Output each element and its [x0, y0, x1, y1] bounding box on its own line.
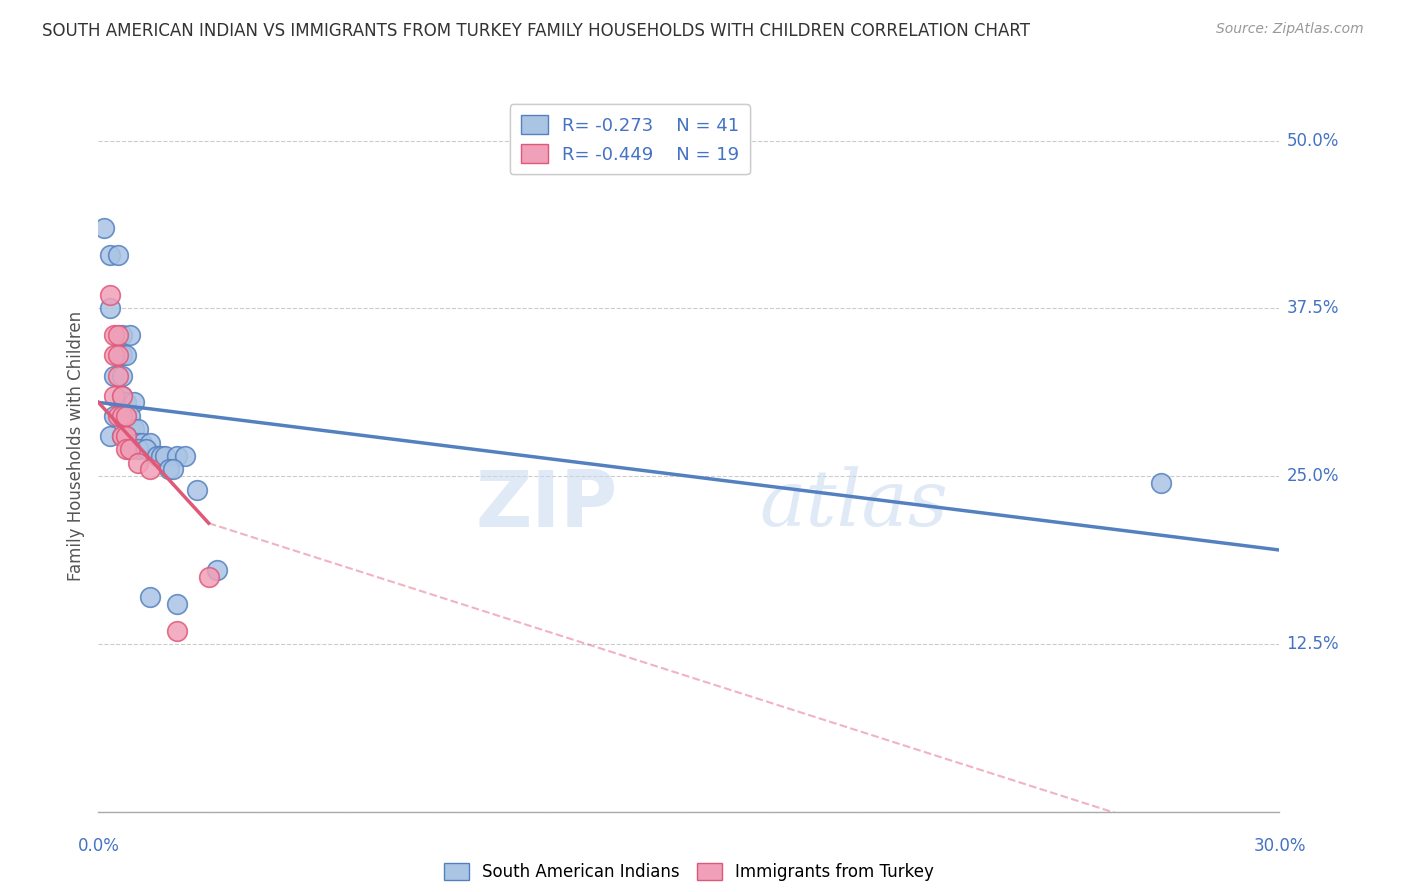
- Point: [98, 248, 121, 262]
- Text: 25.0%: 25.0%: [1286, 467, 1339, 485]
- Point: [146, 449, 169, 463]
- Point: [107, 348, 129, 362]
- Y-axis label: Family Households with Children: Family Households with Children: [66, 311, 84, 581]
- Point: [115, 429, 138, 443]
- Point: [122, 422, 145, 436]
- Point: [118, 442, 141, 457]
- Point: [127, 422, 149, 436]
- Point: [107, 409, 129, 423]
- Point: [103, 368, 125, 383]
- Point: [166, 597, 188, 611]
- Point: [107, 248, 129, 262]
- Point: [138, 462, 160, 476]
- Point: [115, 395, 138, 409]
- Point: [131, 435, 153, 450]
- Point: [166, 624, 188, 638]
- Text: Source: ZipAtlas.com: Source: ZipAtlas.com: [1216, 22, 1364, 37]
- Point: [138, 590, 160, 604]
- Point: [98, 301, 121, 316]
- Point: [115, 348, 138, 362]
- Text: atlas: atlas: [759, 467, 949, 542]
- Point: [98, 429, 121, 443]
- Point: [118, 422, 141, 436]
- Text: ZIP: ZIP: [475, 467, 619, 542]
- Text: 30.0%: 30.0%: [1253, 837, 1306, 855]
- Point: [115, 442, 138, 457]
- Point: [166, 449, 188, 463]
- Point: [174, 449, 197, 463]
- Point: [111, 429, 134, 443]
- Point: [111, 348, 134, 362]
- Point: [103, 409, 125, 423]
- Point: [115, 409, 138, 423]
- Point: [111, 389, 134, 403]
- Point: [155, 449, 177, 463]
- Point: [150, 449, 173, 463]
- Point: [115, 409, 138, 423]
- Point: [118, 328, 141, 343]
- Point: [111, 328, 134, 343]
- Point: [118, 442, 141, 457]
- Point: [111, 368, 134, 383]
- Point: [103, 389, 125, 403]
- Point: [1150, 475, 1173, 490]
- Text: SOUTH AMERICAN INDIAN VS IMMIGRANTS FROM TURKEY FAMILY HOUSEHOLDS WITH CHILDREN : SOUTH AMERICAN INDIAN VS IMMIGRANTS FROM…: [42, 22, 1031, 40]
- Point: [197, 570, 219, 584]
- Point: [98, 288, 121, 302]
- Text: 37.5%: 37.5%: [1286, 300, 1339, 318]
- Text: 12.5%: 12.5%: [1286, 635, 1339, 653]
- Point: [111, 409, 134, 423]
- Text: 50.0%: 50.0%: [1286, 132, 1339, 150]
- Point: [127, 442, 149, 457]
- Point: [107, 368, 129, 383]
- Point: [111, 429, 134, 443]
- Point: [103, 328, 125, 343]
- Text: 0.0%: 0.0%: [77, 837, 120, 855]
- Point: [162, 462, 184, 476]
- Point: [111, 389, 134, 403]
- Point: [122, 395, 145, 409]
- Point: [127, 456, 149, 470]
- Point: [205, 563, 228, 577]
- Point: [111, 409, 134, 423]
- Point: [186, 483, 208, 497]
- Legend: R= -0.273    N = 41, R= -0.449    N = 19: R= -0.273 N = 41, R= -0.449 N = 19: [510, 104, 749, 175]
- Point: [115, 429, 138, 443]
- Point: [138, 435, 160, 450]
- Point: [127, 435, 149, 450]
- Point: [135, 442, 157, 457]
- Point: [107, 328, 129, 343]
- Point: [103, 348, 125, 362]
- Point: [157, 462, 180, 476]
- Point: [118, 409, 141, 423]
- Point: [93, 221, 115, 235]
